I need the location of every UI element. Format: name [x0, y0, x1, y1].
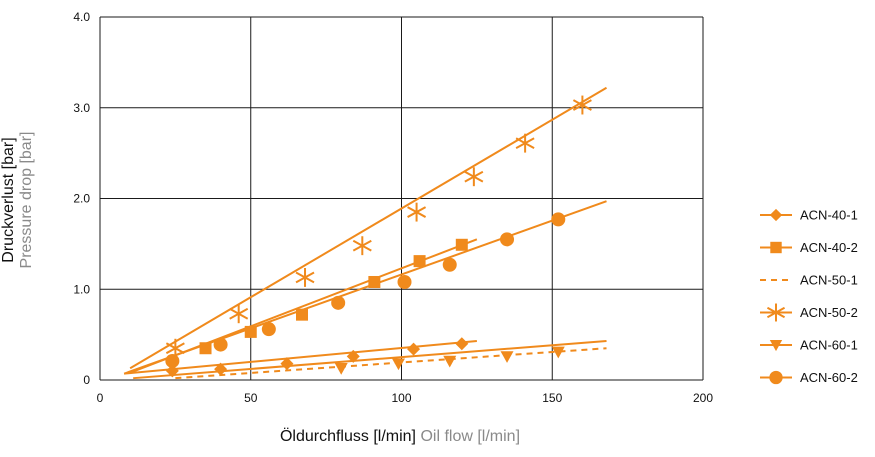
y-tick-label: 2.0: [73, 192, 90, 206]
data-point-asterisk: [352, 236, 372, 256]
legend-label: ACN-40-1: [800, 208, 858, 223]
data-point-asterisk: [407, 202, 427, 222]
y-tick-label: 4.0: [73, 10, 90, 24]
x-tick-label: 150: [542, 391, 562, 405]
data-point-diamond: [455, 337, 469, 351]
x-axis-label-en: Oil flow [l/min]: [420, 428, 521, 445]
legend-label: ACN-60-2: [800, 370, 858, 385]
data-point-asterisk: [229, 304, 249, 324]
data-point-circle: [551, 212, 566, 227]
legend-label: ACN-60-1: [800, 338, 858, 353]
series-acn-60-1: [133, 339, 607, 380]
grid: [99, 16, 704, 381]
data-point-asterisk: [572, 95, 592, 115]
data-point-triangle: [500, 351, 514, 363]
series-layer: [123, 86, 608, 380]
trend-line-acn-50-2: [129, 86, 608, 370]
data-point-asterisk: [515, 133, 535, 153]
x-tick-label: 200: [693, 391, 713, 405]
legend-label: ACN-50-1: [800, 273, 858, 288]
data-point-circle: [500, 232, 515, 247]
legend: ACN-40-1 ACN-40-2 ACN-50-1 ACN-50-2 ACN-60-1…: [760, 208, 858, 385]
data-point-triangle: [334, 363, 348, 375]
x-tick-label: 50: [244, 391, 258, 405]
y-tick-label: 0: [83, 373, 90, 387]
data-point-circle: [165, 353, 180, 368]
legend-label: ACN-50-2: [800, 305, 858, 320]
trend-line-acn-40-1: [124, 339, 477, 375]
trend-line-acn-60-1: [133, 339, 607, 380]
data-point-square: [770, 241, 782, 254]
data-point-triangle: [391, 358, 405, 371]
series-acn-60-2: [123, 200, 607, 375]
data-point-circle: [442, 257, 457, 272]
legend-item-acn-60-1: ACN-60-1: [760, 338, 858, 353]
data-point-circle: [397, 274, 412, 289]
legend-item-acn-40-2: ACN-40-2: [760, 240, 858, 255]
data-point-circle: [213, 337, 228, 352]
legend-item-acn-40-1: ACN-40-1: [760, 208, 858, 223]
y-tick-label: 3.0: [73, 101, 90, 115]
data-point-square: [413, 255, 426, 268]
data-point-circle: [261, 322, 276, 337]
y-axis-label-de: Druckverlust [bar]: [0, 137, 17, 263]
x-axis-label-de: Öldurchfluss [l/min]: [279, 428, 416, 445]
data-point-diamond: [769, 208, 783, 222]
data-point-asterisk: [766, 303, 786, 322]
data-point-asterisk: [295, 268, 315, 287]
y-axis-label-en: Pressure drop [bar]: [18, 131, 35, 269]
data-point-circle: [769, 370, 783, 385]
legend-item-acn-60-2: ACN-60-2: [760, 370, 858, 385]
data-point-diamond: [407, 342, 421, 356]
series-acn-50-2: [129, 86, 608, 370]
trend-line-acn-60-2: [123, 200, 607, 375]
data-point-asterisk: [464, 167, 484, 187]
data-point-square: [455, 238, 468, 251]
x-axis-label: Öldurchfluss [l/min] Oil flow [l/min]: [0, 428, 800, 446]
legend-item-acn-50-2: ACN-50-2: [760, 303, 858, 322]
y-tick-label: 1.0: [73, 282, 90, 296]
x-tick-label: 0: [97, 391, 104, 405]
data-point-circle: [331, 295, 346, 310]
data-point-triangle: [443, 355, 457, 368]
legend-item-acn-50-1: ACN-50-1: [760, 273, 858, 288]
data-point-triangle: [769, 340, 783, 352]
data-point-triangle: [551, 346, 565, 359]
tick-labels: 0 50 100 150 200 0 1.0 2.0 3.0 4.0: [73, 10, 713, 405]
x-tick-label: 100: [391, 391, 411, 405]
legend-label: ACN-40-2: [800, 240, 858, 255]
